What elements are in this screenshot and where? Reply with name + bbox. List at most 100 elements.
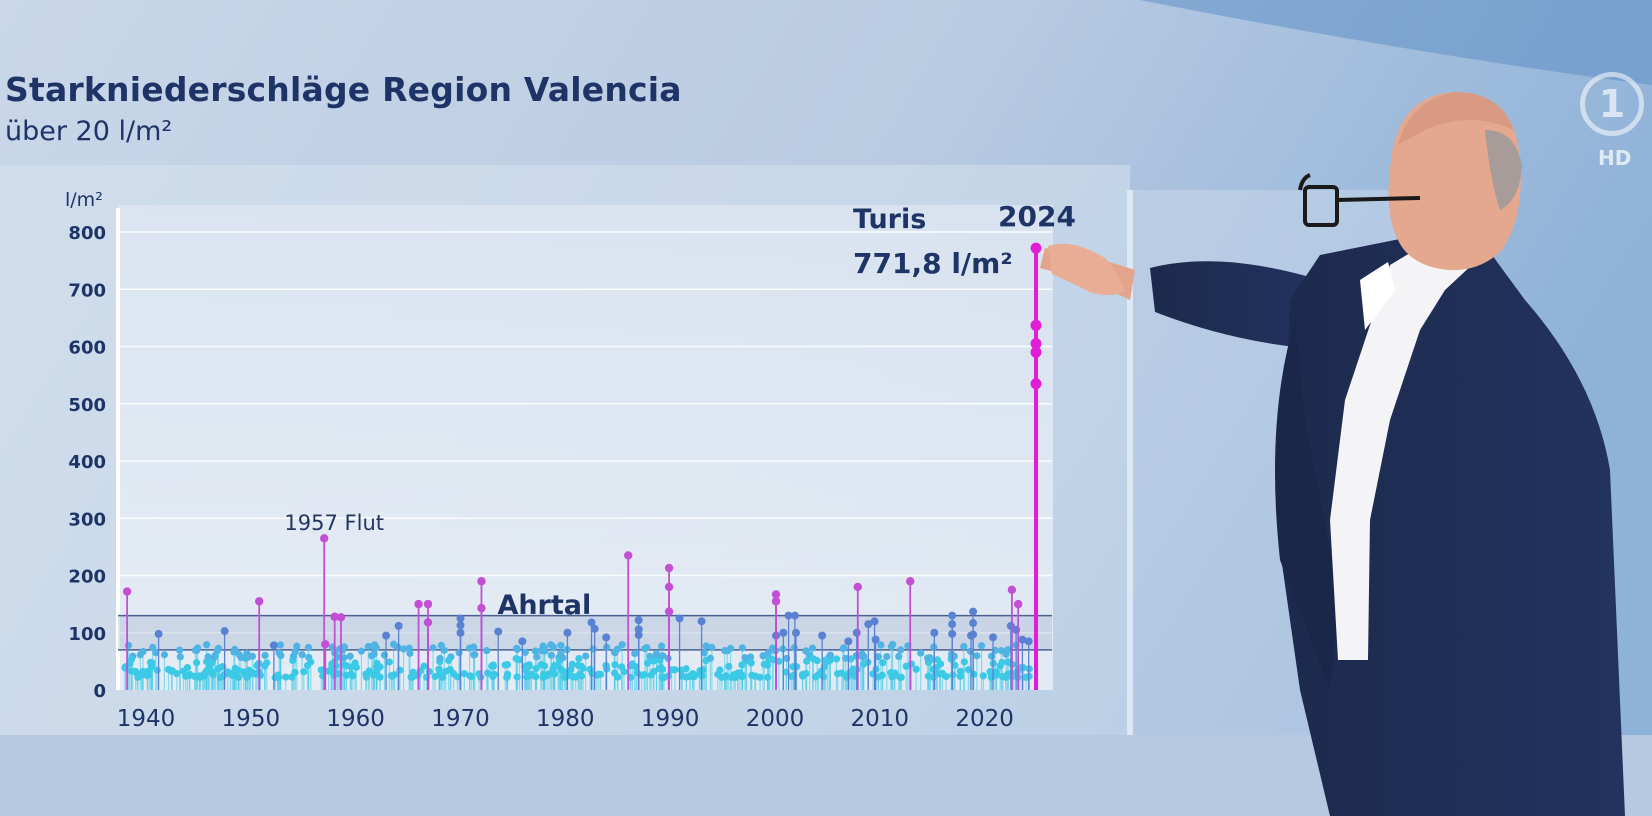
event-point xyxy=(550,669,558,677)
event-point xyxy=(145,671,153,679)
event-point xyxy=(989,633,998,642)
event-point xyxy=(847,655,855,663)
event-point xyxy=(747,659,755,667)
event-point xyxy=(501,661,509,669)
event-point xyxy=(1030,378,1042,390)
event-point xyxy=(557,641,565,649)
event-point xyxy=(949,671,957,679)
event-point xyxy=(779,628,788,637)
event-point xyxy=(300,668,308,676)
event-point xyxy=(190,672,199,681)
event-point xyxy=(702,642,710,650)
event-point xyxy=(790,611,799,620)
event-point xyxy=(269,641,278,650)
event-point xyxy=(405,644,413,652)
event-point xyxy=(832,655,841,663)
event-point xyxy=(610,648,619,656)
event-point xyxy=(840,644,848,652)
event-point xyxy=(845,669,853,677)
event-point xyxy=(243,649,251,657)
event-point xyxy=(220,627,229,636)
event-point xyxy=(930,628,939,637)
event-point xyxy=(248,652,257,660)
event-point xyxy=(340,654,348,662)
event-point xyxy=(738,644,746,652)
x-tick-label: 1960 xyxy=(326,706,385,732)
event-point xyxy=(966,647,974,655)
event-point xyxy=(466,672,474,680)
event-point xyxy=(304,643,313,652)
event-point xyxy=(567,665,575,674)
annotation-max-value: 771,8 l/m² xyxy=(853,247,1013,280)
event-point xyxy=(1025,665,1033,673)
event-point xyxy=(423,618,433,627)
event-point xyxy=(1022,673,1030,681)
event-point xyxy=(132,667,140,676)
event-point xyxy=(738,661,746,669)
event-point xyxy=(370,650,378,658)
event-point xyxy=(1019,663,1027,672)
event-point xyxy=(802,647,810,655)
event-point xyxy=(678,672,686,680)
event-point xyxy=(896,673,904,681)
event-point xyxy=(440,646,448,654)
event-point xyxy=(992,668,1000,676)
event-point xyxy=(818,631,827,640)
event-point xyxy=(809,655,818,663)
event-point xyxy=(634,616,643,625)
event-point xyxy=(477,603,486,613)
event-point xyxy=(790,644,798,652)
event-point xyxy=(935,670,944,678)
event-point xyxy=(214,644,222,652)
event-point xyxy=(241,671,250,679)
event-point xyxy=(897,646,905,654)
event-point xyxy=(455,649,463,657)
event-point xyxy=(139,667,147,676)
x-tick-label: 1950 xyxy=(222,706,281,732)
event-point xyxy=(864,620,873,629)
x-tick-label: 2000 xyxy=(746,706,805,732)
event-point xyxy=(764,649,772,657)
event-point xyxy=(793,663,801,671)
event-point xyxy=(149,643,157,652)
event-point xyxy=(879,659,887,667)
event-point xyxy=(293,642,301,650)
event-point xyxy=(176,653,184,661)
event-point xyxy=(370,671,378,679)
event-point xyxy=(859,660,868,668)
event-point xyxy=(924,654,932,662)
event-point xyxy=(540,644,548,652)
event-point xyxy=(577,672,586,680)
event-point xyxy=(477,577,486,586)
event-point xyxy=(775,657,783,665)
event-point xyxy=(659,652,667,660)
event-point xyxy=(531,647,539,655)
logo-text: 1 xyxy=(1598,82,1626,126)
event-point xyxy=(513,644,521,652)
event-point xyxy=(446,666,454,674)
event-point xyxy=(728,673,736,682)
event-point xyxy=(902,662,910,670)
event-point xyxy=(370,641,379,649)
event-point xyxy=(652,649,661,658)
event-point xyxy=(741,654,749,662)
event-point xyxy=(385,658,393,666)
event-point xyxy=(563,628,572,637)
event-point xyxy=(956,667,964,675)
event-point xyxy=(456,614,465,623)
event-point xyxy=(547,651,555,659)
event-point xyxy=(582,652,590,660)
event-point xyxy=(912,665,920,673)
y-tick-label: 200 xyxy=(68,567,106,588)
event-point xyxy=(382,631,391,640)
event-point xyxy=(512,655,520,663)
event-point xyxy=(577,662,585,670)
event-point xyxy=(215,664,223,672)
event-point xyxy=(917,649,925,657)
y-tick-label: 100 xyxy=(68,624,106,645)
event-point xyxy=(276,641,285,649)
event-point xyxy=(675,614,684,623)
x-tick-label: 2010 xyxy=(851,706,910,732)
event-point xyxy=(587,618,596,627)
